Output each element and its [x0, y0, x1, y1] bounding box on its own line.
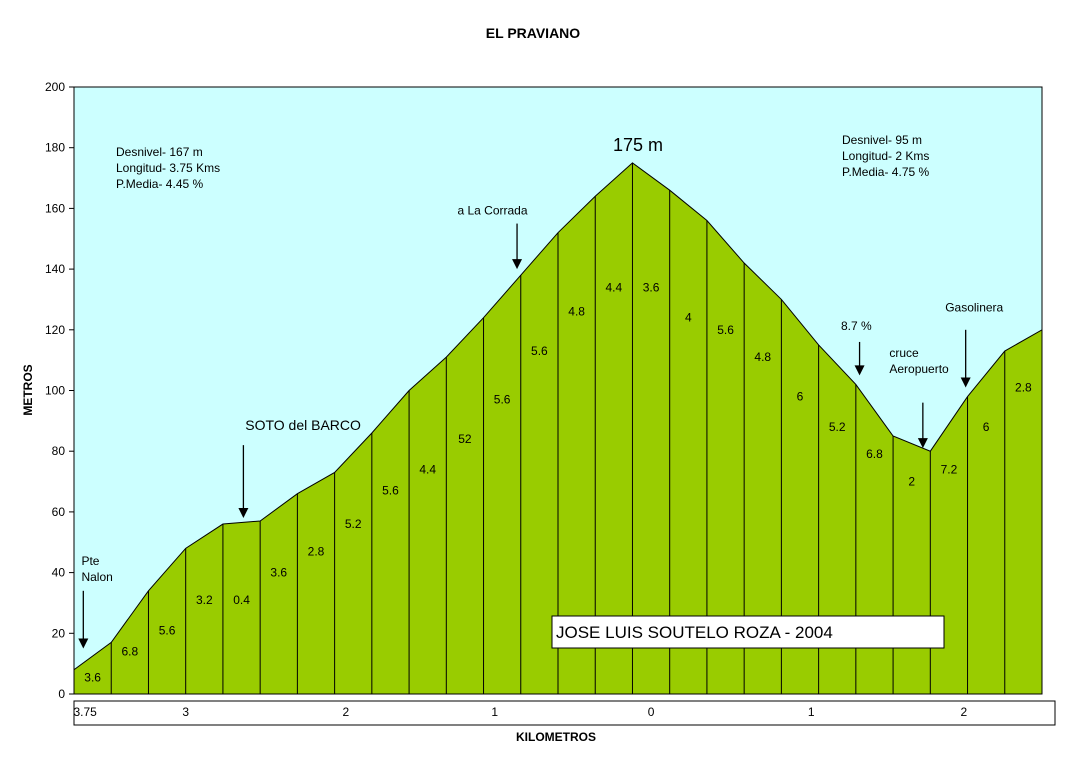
annotation-arrowhead — [78, 638, 89, 649]
y-tick-label: 140 — [45, 262, 65, 276]
y-tick-label: 0 — [58, 687, 65, 701]
climb-info-line: Desnivel- 167 m — [116, 145, 203, 159]
slope-label: 2.8 — [1015, 380, 1032, 394]
y-tick-label: 120 — [45, 323, 65, 337]
slope-label: 3.6 — [643, 280, 660, 294]
slope-label: 4.4 — [606, 280, 623, 294]
slope-label: 6.8 — [122, 645, 139, 659]
annotation-arrowhead — [238, 507, 249, 518]
slope-label: 4.8 — [754, 350, 771, 364]
slope-label: 5.6 — [494, 393, 511, 407]
km-label: 1 — [808, 705, 815, 719]
y-axis-label: METROS — [21, 364, 35, 415]
climb-info-line: P.Media- 4.45 % — [116, 177, 203, 191]
slope-label: 5.6 — [717, 323, 734, 337]
slope-label: 52 — [458, 432, 472, 446]
annotation-label: 8.7 % — [841, 319, 872, 333]
slope-label: 2 — [908, 475, 915, 489]
km-label: 2 — [342, 705, 349, 719]
slope-label: 5.2 — [829, 420, 846, 434]
slope-label: 3.6 — [270, 566, 287, 580]
slope-label: 6.8 — [866, 447, 883, 461]
climb-info-line: P.Media- 4.75 % — [842, 165, 929, 179]
y-tick-label: 40 — [52, 566, 66, 580]
slope-label: 0.4 — [233, 593, 250, 607]
slope-label: 2.8 — [308, 544, 325, 558]
slope-label: 6 — [983, 420, 990, 434]
annotations: Pte Nalon SOTO del BARCO a La Corrada 8.7 % c… — [78, 203, 1004, 649]
y-tick-label: 100 — [45, 384, 65, 398]
slope-label: 5.6 — [159, 623, 176, 637]
slope-label: 7.2 — [941, 462, 958, 476]
annotation-arrowhead — [512, 259, 523, 270]
climb-info-line: Desnivel- 95 m — [842, 133, 922, 147]
y-tick-label: 160 — [45, 201, 65, 215]
km-label: 0 — [648, 705, 655, 719]
annotation-label: Nalon — [81, 570, 112, 584]
y-tick-label: 180 — [45, 141, 65, 155]
x-axis: 3.75 3 2 1 0 1 2 — [73, 700, 1056, 726]
km-label: 1 — [491, 705, 498, 719]
slope-label: 5.2 — [345, 517, 362, 531]
slope-label: 5.6 — [531, 344, 548, 358]
annotation-label: Aeropuerto — [889, 362, 949, 376]
slope-label: 5.6 — [382, 484, 399, 498]
km-axis-box — [73, 700, 1056, 726]
chart-title: EL PRAVIANO — [486, 25, 580, 41]
km-label: 3 — [182, 705, 189, 719]
annotation-arrowhead — [917, 438, 928, 449]
annotation-label: Gasolinera — [945, 301, 1003, 315]
y-tick-label: 20 — [52, 626, 66, 640]
annotation-label: cruce — [889, 346, 919, 360]
annotation-label: a La Corrada — [457, 203, 527, 217]
climb-info-line: Longitud- 2 Kms — [842, 149, 929, 163]
annotation-arrowhead — [854, 365, 865, 376]
credit-box: JOSE LUIS SOUTELO ROZA - 2004 — [551, 615, 945, 649]
x-axis-label: KILOMETROS — [516, 730, 596, 744]
y-tick-label: 200 — [45, 80, 65, 94]
climb-info: Desnivel- 167 m Longitud- 3.75 Kms P.Media… — [116, 133, 929, 191]
slope-label: 4.8 — [568, 305, 585, 319]
profile-layer: 3.6 6.8 5.6 3.2 0.4 3.6 2.8 5.2 5.6 4.4 52 5.6 5.6 4.… — [73, 162, 1043, 695]
km-label: 3.75 — [73, 705, 97, 719]
y-tick-label: 80 — [52, 444, 66, 458]
peak-label: 175 m — [613, 135, 663, 155]
slope-label: 3.6 — [84, 670, 101, 684]
y-axis: 0 20 40 60 80 100 120 140 160 180 200 — [45, 80, 75, 701]
slope-label: 4.4 — [419, 462, 436, 476]
y-tick-label: 60 — [52, 505, 66, 519]
annotation-arrowhead — [960, 377, 971, 388]
slope-label: 3.2 — [196, 593, 213, 607]
slope-label: 4 — [685, 311, 692, 325]
annotation-label: Pte — [81, 554, 99, 568]
slope-label: 6 — [797, 390, 804, 404]
km-label: 2 — [960, 705, 967, 719]
credit-text: JOSE LUIS SOUTELO ROZA - 2004 — [556, 623, 833, 642]
annotation-label: SOTO del BARCO — [245, 417, 361, 433]
climb-info-line: Longitud- 3.75 Kms — [116, 161, 220, 175]
